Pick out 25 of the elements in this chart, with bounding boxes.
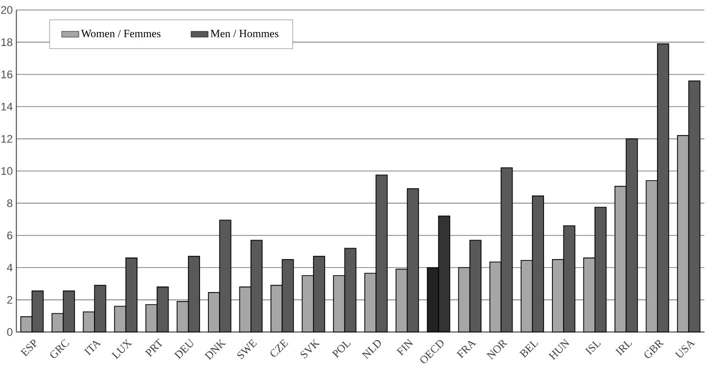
- y-tick-label: 6: [7, 232, 12, 240]
- x-tick-label: IRL: [615, 340, 632, 356]
- x-tick-label: GBR: [644, 340, 664, 358]
- x-tick-label: ITA: [84, 340, 102, 356]
- y-tick-label: 10: [1, 167, 12, 175]
- x-tick-label: POL: [332, 340, 351, 358]
- x-tick-label: CZE: [270, 339, 288, 357]
- x-tick-label: BEL: [519, 340, 538, 358]
- y-tick-label: 20: [1, 6, 12, 14]
- y-tick-label: 18: [1, 38, 12, 46]
- y-tick-label: 4: [6, 264, 12, 272]
- x-tick-label: PRT: [144, 338, 162, 358]
- legend-label: Men / Hommes: [210, 30, 278, 38]
- x-tick-label: USA: [674, 340, 696, 358]
- y-tick-label: 12: [1, 134, 12, 143]
- y-tick-label: 14: [1, 102, 12, 110]
- legend-label: Women / Femmes: [81, 30, 160, 38]
- x-tick-label: FRA: [456, 340, 476, 358]
- y-tick-label: 8: [7, 199, 12, 208]
- y-tick-label: 0: [7, 328, 12, 336]
- x-tick-label: ISL: [584, 340, 601, 355]
- x-tick-label: ESP: [20, 340, 37, 357]
- x-tick-label: FIN: [396, 338, 413, 356]
- y-tick-label: 2: [7, 296, 12, 304]
- y-tick-label: 16: [1, 70, 12, 78]
